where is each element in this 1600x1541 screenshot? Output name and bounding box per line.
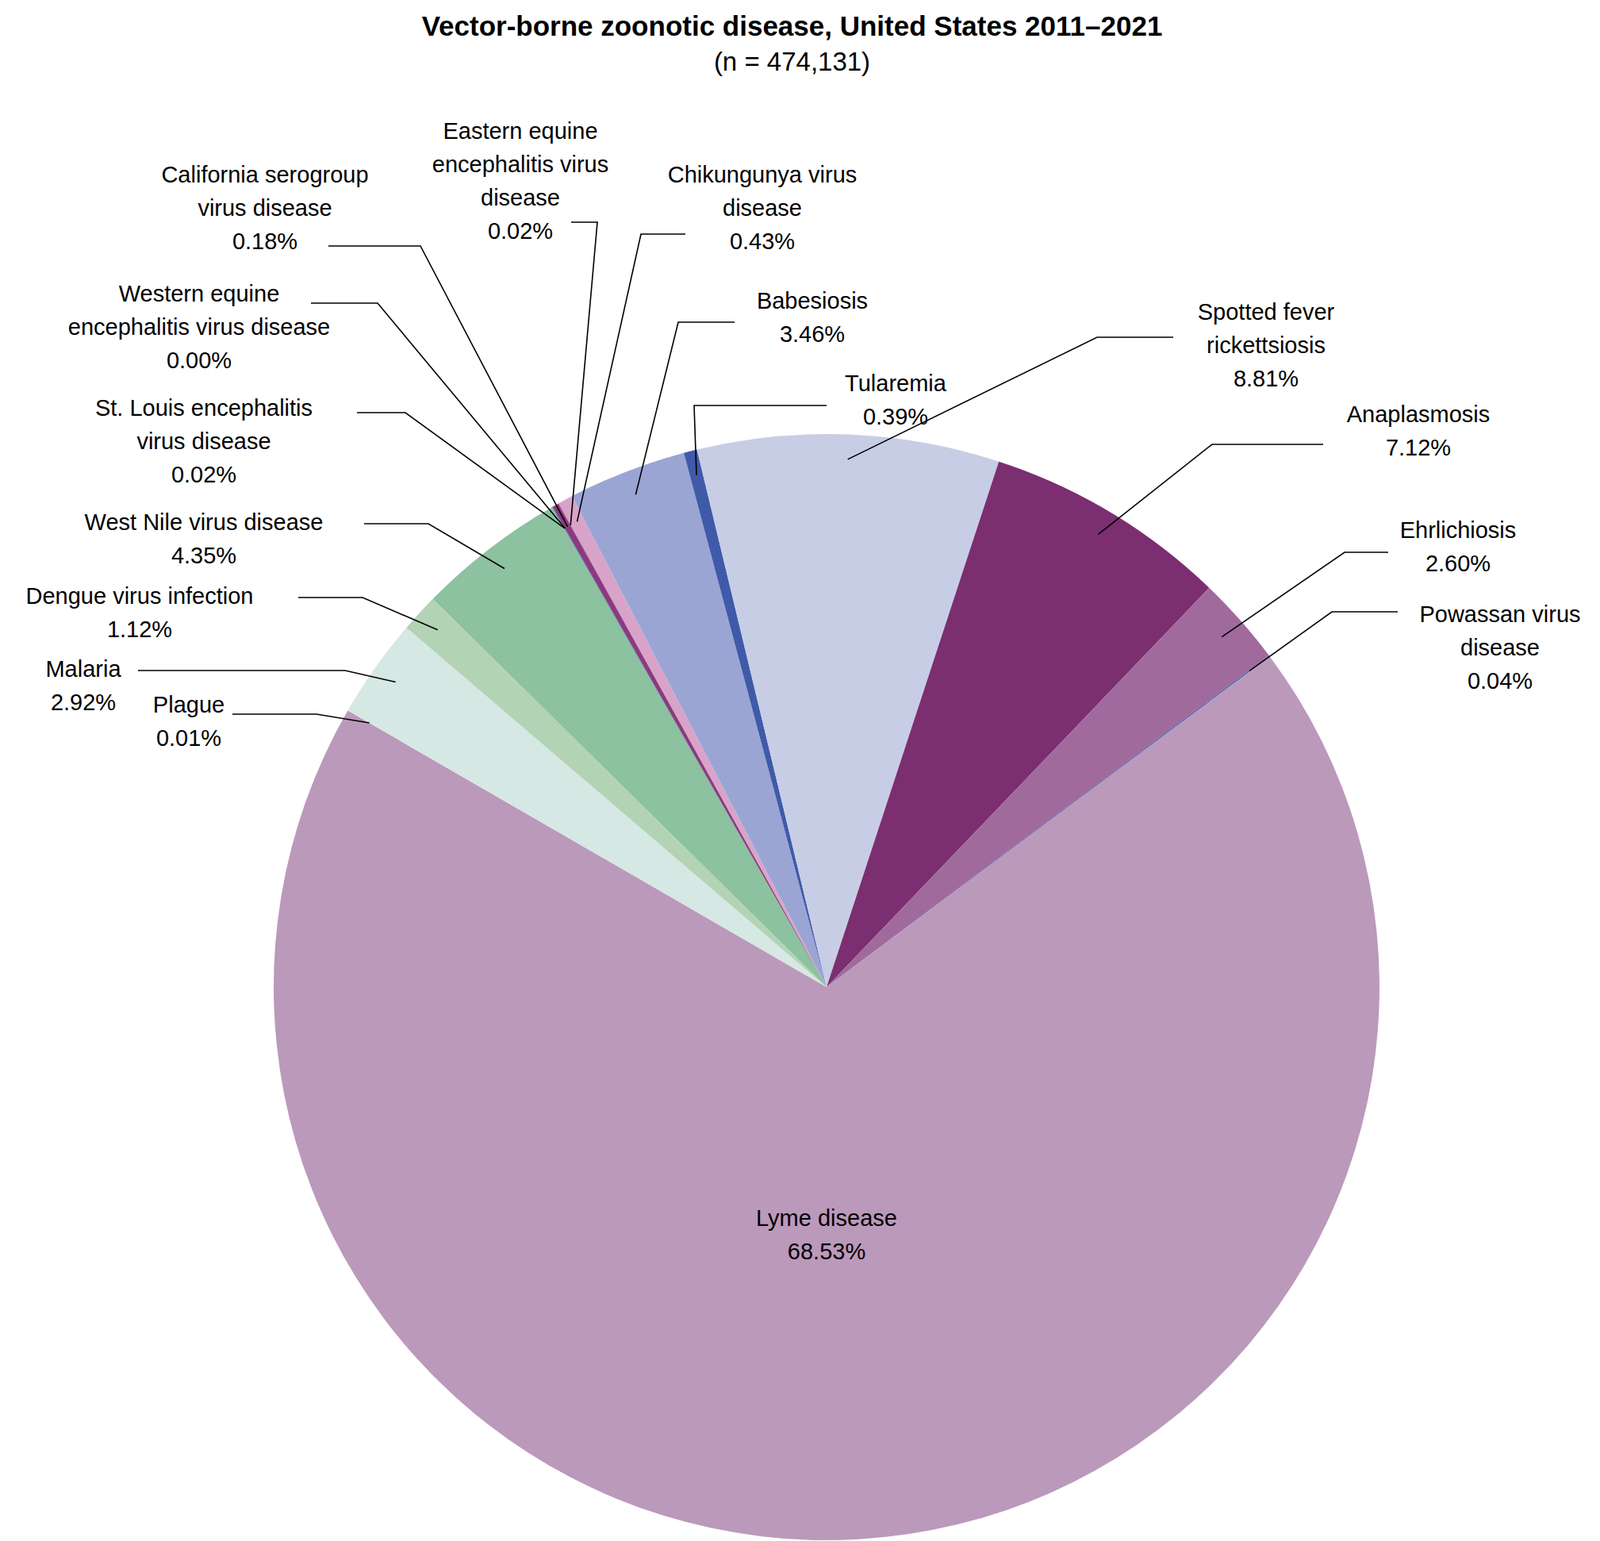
category-label: Plague [153,691,225,718]
leader-line [570,222,598,526]
value-label: 3.46% [779,321,845,347]
value-label: 0.04% [1467,667,1533,694]
category-label: Lyme disease [755,1204,898,1231]
category-label: disease [1460,634,1540,660]
value-label: 0.01% [156,725,222,751]
value-label: 8.81% [1233,365,1299,392]
leader-line [232,713,370,723]
value-label: 2.60% [1425,550,1491,576]
leader-line [635,322,735,495]
category-label: Eastern equine [442,118,598,144]
category-label: rickettsiosis [1206,332,1326,358]
category-label: encephalitis virus disease [68,314,330,340]
category-label: California serogroup [161,161,369,188]
category-label: Ehrlichiosis [1400,517,1517,543]
value-label: 1.12% [107,616,173,642]
chart-container: Vector-borne zoonotic disease, United St… [0,0,1600,1541]
category-label: Powassan virus [1419,601,1581,627]
category-label: disease [722,195,802,221]
category-label: Spotted fever [1197,299,1336,325]
leader-line [298,597,438,630]
labels: Plague 0.01% Malaria 2.92% Dengue virus infe… [26,118,1581,1264]
leader-line [356,412,565,529]
leader-line [577,234,686,522]
value-label: 0.43% [729,228,795,254]
category-label: St. Louis encephalitis [95,395,313,421]
value-label: 0.02% [171,461,237,488]
leader-line [364,523,505,569]
value-label: 4.35% [171,542,237,568]
value-label: 0.00% [166,347,232,373]
leader-line [310,303,565,529]
leader-line [1221,552,1389,637]
leader-line [847,337,1174,460]
category-label: Dengue virus infection [26,583,254,609]
category-label: Chikungunya virus [667,161,858,188]
chart-svg: Vector-borne zoonotic disease, United St… [0,0,1600,1541]
value-label: 0.02% [487,218,553,244]
leader-line [694,405,827,476]
category-label: West Nile virus disease [84,509,324,535]
value-label: 2.92% [50,689,116,715]
category-label: Western equine [118,280,281,307]
category-label: encephalitis virus [432,151,609,177]
category-label: disease [480,184,561,211]
category-label: Malaria [45,656,122,682]
category-label: virus disease [136,428,271,454]
pie [273,433,1380,1540]
category-label: virus disease [197,195,332,221]
category-label: Babesiosis [756,287,868,314]
value-label: 7.12% [1385,434,1451,461]
category-label: Tularemia [844,370,948,396]
background [0,0,1600,1541]
value-label: 0.18% [232,228,298,254]
chart-subtitle: (n = 474,131) [713,46,871,77]
chart-title: Vector-borne zoonotic disease, United St… [422,10,1163,42]
leader-line [138,670,396,682]
leader-line [328,245,568,527]
value-label: 68.53% [787,1238,866,1264]
category-label: Anaplasmosis [1346,401,1491,427]
leader-line [1098,444,1324,534]
pie-slice [273,656,1380,1540]
leader-line [1249,611,1398,671]
